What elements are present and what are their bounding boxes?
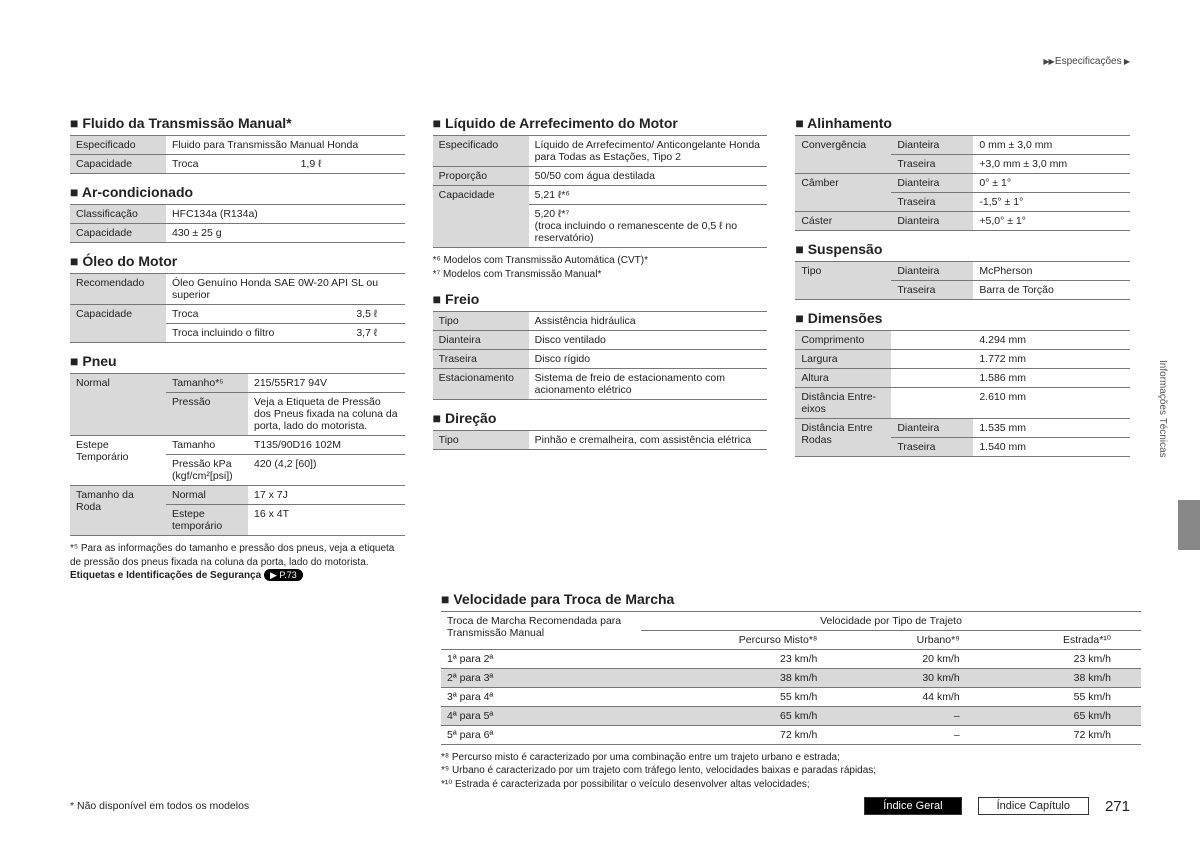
h-liquido: Líquido de Arrefecimento do Motor (433, 115, 768, 131)
table-alinhamento: ConvergênciaDianteira0 mm ± 3,0 mm Trase… (795, 135, 1130, 231)
btn-indice-geral[interactable]: Índice Geral (864, 797, 961, 815)
h-pneu: Pneu (70, 353, 405, 369)
side-tab (1178, 500, 1200, 550)
gear-section: Velocidade para Troca de Marcha Troca de… (441, 591, 1130, 792)
footnote-6-7: *⁶ Modelos com Transmissão Automática (C… (433, 254, 768, 281)
h-dimensoes: Dimensões (795, 310, 1130, 326)
table-direcao: TipoPinhão e cremalheira, com assistênci… (433, 430, 768, 450)
table-ac: ClassificaçãoHFC134a (R134a) Capacidade4… (70, 204, 405, 243)
table-freio: TipoAssistência hidráulica DianteiraDisc… (433, 311, 768, 400)
side-section-label: Informações Técnicas (1157, 360, 1168, 458)
h-oleo: Óleo do Motor (70, 253, 405, 269)
column-2: Líquido de Arrefecimento do Motor Especi… (433, 105, 768, 583)
table-suspensao: TipoDianteiraMcPherson TraseiraBarra de … (795, 261, 1130, 300)
table-dimensoes: Comprimento4.294 mm Largura1.772 mm Altu… (795, 330, 1130, 457)
star-note: * Não disponível em todos os modelos (70, 800, 249, 812)
h-suspensao: Suspensão (795, 241, 1130, 257)
h-velocidade: Velocidade para Troca de Marcha (441, 591, 1130, 607)
h-direcao: Direção (433, 410, 768, 426)
column-1: Fluido da Transmissão Manual* Especifica… (70, 105, 405, 583)
table-liquido: EspecificadoLíquido de Arrefecimento/ An… (433, 135, 768, 248)
table-pneu: NormalTamanho*⁵215/55R17 94V PressãoVeja… (70, 373, 405, 536)
h-ac: Ar-condicionado (70, 184, 405, 200)
btn-indice-capitulo[interactable]: Índice Capítulo (978, 797, 1089, 815)
h-fluido-trans: Fluido da Transmissão Manual* (70, 115, 405, 131)
page-footer: * Não disponível em todos os modelos Índ… (70, 797, 1130, 815)
h-alinhamento: Alinhamento (795, 115, 1130, 131)
table-velocidade: Troca de Marcha Recomendada para Transmi… (441, 611, 1141, 745)
footnote-8-10: *⁸ Percurso misto é caracterizado por um… (441, 751, 1130, 792)
column-3: Alinhamento ConvergênciaDianteira0 mm ± … (795, 105, 1130, 583)
table-oleo: RecomendadoÓleo Genuíno Honda SAE 0W-20 … (70, 273, 405, 343)
breadcrumb: Especificações (1043, 56, 1130, 67)
page-number: 271 (1105, 798, 1130, 815)
footnote-5: *⁵ Para as informações do tamanho e pres… (70, 542, 405, 583)
table-fluido-trans: EspecificadoFluido para Transmissão Manu… (70, 135, 405, 174)
h-freio: Freio (433, 291, 768, 307)
